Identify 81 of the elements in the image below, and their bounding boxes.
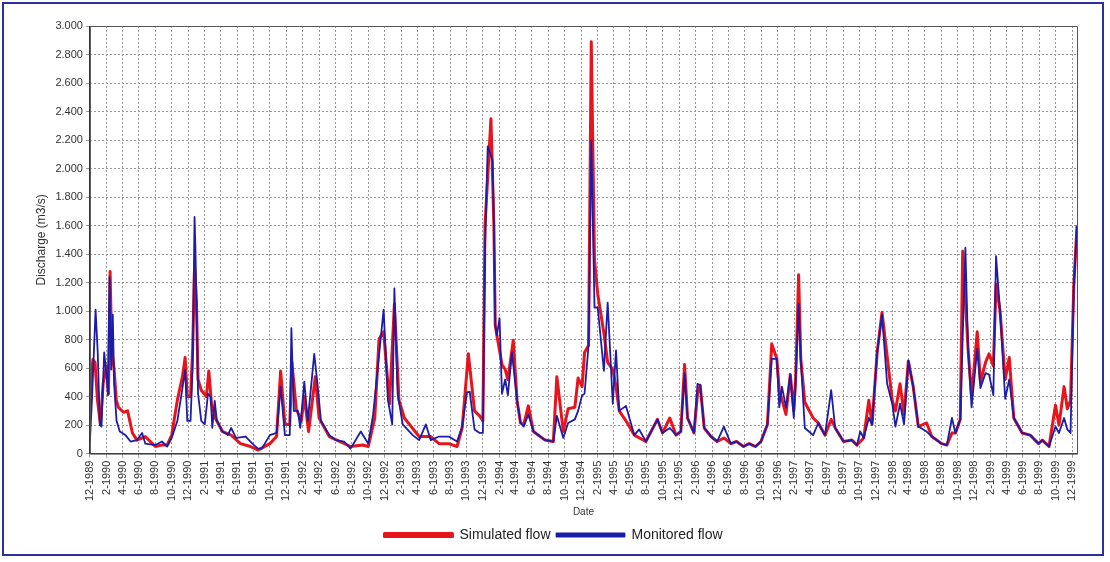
x-tick-label: 10-1993 (459, 460, 472, 502)
x-axis-title: Date (572, 505, 595, 517)
x-tick-label: 2-1996 (688, 460, 701, 495)
x-tick-label: 2-1991 (197, 460, 210, 495)
x-tick-label: 4-1998 (901, 460, 914, 495)
x-tick-label: 8-1997 (836, 460, 849, 495)
y-tick-label: 800 (64, 332, 83, 345)
x-tick-label: 2-1994 (492, 460, 505, 495)
y-tick-label: 1.400 (55, 247, 83, 260)
x-tick-label: 8-1998 (934, 460, 947, 495)
x-tick-label: 2-1998 (885, 460, 898, 495)
x-tick-label: 10-1995 (655, 460, 668, 502)
x-tick-label: 6-1992 (328, 460, 341, 495)
y-tick-label: 0 (76, 446, 83, 459)
y-tick-label: 2.600 (55, 76, 83, 89)
x-tick-label: 12-1996 (770, 460, 783, 502)
x-tick-label: 10-1999 (1048, 460, 1061, 502)
x-tick-label: 8-1990 (148, 460, 161, 495)
legend-label: Monitored flow (631, 525, 724, 542)
x-tick-label: 6-1990 (131, 460, 144, 495)
y-tick-label: 2.000 (55, 161, 83, 174)
x-tick-label: 2-1992 (295, 460, 308, 495)
y-tick-label: 2.200 (55, 133, 83, 146)
x-tick-label: 12-1998 (967, 460, 980, 502)
y-tick-label: 2.400 (55, 104, 83, 117)
x-tick-label: 4-1996 (705, 460, 718, 495)
x-tick-label: 4-1997 (803, 460, 816, 495)
x-tick-label: 6-1996 (721, 460, 734, 495)
x-tick-label: 12-1990 (181, 460, 194, 502)
x-tick-label: 10-1990 (164, 460, 177, 502)
x-tick-label: 8-1994 (541, 460, 554, 495)
x-tick-label: 8-1991 (246, 460, 259, 495)
x-tick-label: 6-1995 (623, 460, 636, 495)
x-tick-label: 12-1997 (868, 460, 881, 502)
x-tick-label: 8-1999 (1032, 460, 1045, 495)
x-tick-label: 8-1996 (737, 460, 750, 495)
x-tick-label: 10-1996 (754, 460, 767, 502)
x-tick-label: 2-1999 (983, 460, 996, 495)
x-tick-label: 8-1995 (639, 460, 652, 495)
x-tick-label: 12-1999 (1065, 460, 1078, 502)
y-tick-label: 400 (64, 389, 83, 402)
x-tick-label: 4-1995 (606, 460, 619, 495)
x-tick-label: 12-1995 (672, 460, 685, 502)
x-tick-label: 10-1991 (262, 460, 275, 502)
x-tick-label: 10-1997 (852, 460, 865, 502)
x-tick-label: 12-1993 (475, 460, 488, 502)
y-tick-label: 3.000 (55, 19, 83, 32)
x-tick-label: 2-1997 (787, 460, 800, 495)
x-tick-label: 6-1993 (426, 460, 439, 495)
x-tick-label: 10-1994 (557, 460, 570, 502)
y-tick-label: 2.800 (55, 47, 83, 60)
y-tick-label: 1.200 (55, 275, 83, 288)
legend-label: Simulated flow (459, 525, 552, 542)
y-tick-label: 1.600 (55, 218, 83, 231)
x-tick-label: 2-1995 (590, 460, 603, 495)
x-tick-label: 6-1997 (819, 460, 832, 495)
x-tick-label: 4-1999 (999, 460, 1012, 495)
x-tick-label: 6-1998 (917, 460, 930, 495)
y-tick-label: 200 (64, 418, 83, 431)
x-tick-label: 10-1992 (361, 460, 374, 502)
x-tick-label: 8-1993 (443, 460, 456, 495)
x-tick-label: 4-1993 (410, 460, 423, 495)
x-tick-label: 4-1994 (508, 460, 521, 495)
y-axis-title: Discharge (m3/s) (33, 194, 48, 286)
y-tick-label: 1.800 (55, 190, 83, 203)
x-tick-label: 6-1999 (1015, 460, 1028, 495)
x-tick-label: 4-1990 (115, 460, 128, 495)
x-tick-label: 12-1994 (574, 460, 587, 502)
x-tick-label: 4-1992 (312, 460, 325, 495)
x-tick-label: 12-1992 (377, 460, 390, 502)
x-tick-label: 10-1998 (950, 460, 963, 502)
x-tick-label: 2-1990 (99, 460, 112, 495)
y-tick-label: 1.000 (55, 304, 83, 317)
y-tick-label: 600 (64, 361, 83, 374)
x-tick-label: 4-1991 (213, 460, 226, 495)
x-tick-label: 12-1991 (279, 460, 292, 502)
x-tick-label: 8-1992 (344, 460, 357, 495)
x-tick-label: 6-1994 (524, 460, 537, 495)
x-tick-label: 6-1991 (230, 460, 243, 495)
x-tick-label: 2-1993 (394, 460, 407, 495)
x-tick-label: 12-1989 (82, 460, 95, 502)
